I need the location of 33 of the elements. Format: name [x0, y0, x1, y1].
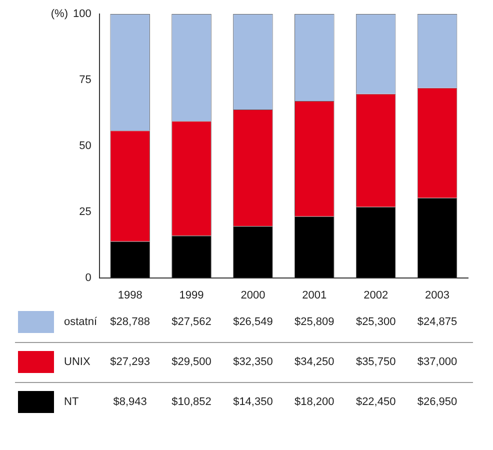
text: $32,350	[233, 356, 273, 368]
text: $25,300	[356, 316, 396, 328]
y-tick-label: 100	[72, 8, 92, 20]
y-tick-label: 25	[79, 206, 92, 218]
text: $26,549	[233, 316, 273, 328]
text: $29,500	[172, 356, 212, 368]
text: $35,750	[356, 356, 396, 368]
y-axis-title: (%)	[50, 8, 68, 20]
text: $14,350	[233, 396, 273, 408]
x-tick-label: 2002	[364, 289, 388, 302]
legend-label: UNIX	[64, 356, 90, 368]
x-tick-label: 1998	[118, 289, 142, 302]
x-tick-label: 1999	[179, 289, 204, 302]
text: $27,293	[110, 356, 150, 368]
y-tick-label: 50	[79, 140, 92, 152]
text: $27,562	[172, 316, 212, 328]
text: $26,950	[417, 396, 458, 408]
legend-label: NT	[64, 396, 79, 408]
text: $24,875	[417, 316, 458, 328]
text: $10,852	[172, 396, 212, 408]
x-tick-label: 2001	[302, 289, 327, 302]
x-tick-label: 2000	[240, 289, 266, 302]
y-tick-label: 0	[85, 272, 92, 284]
text: $8,943	[113, 396, 147, 408]
text: $37,000	[417, 356, 458, 368]
text: $34,250	[294, 356, 334, 368]
y-tick-label: 75	[79, 74, 92, 86]
text: $18,200	[294, 396, 334, 408]
x-tick-label: 2003	[425, 289, 450, 302]
text: $22,450	[356, 396, 396, 408]
text: $28,788	[110, 316, 150, 328]
legend-label: ostatní	[64, 316, 98, 328]
text: $25,809	[294, 316, 334, 328]
